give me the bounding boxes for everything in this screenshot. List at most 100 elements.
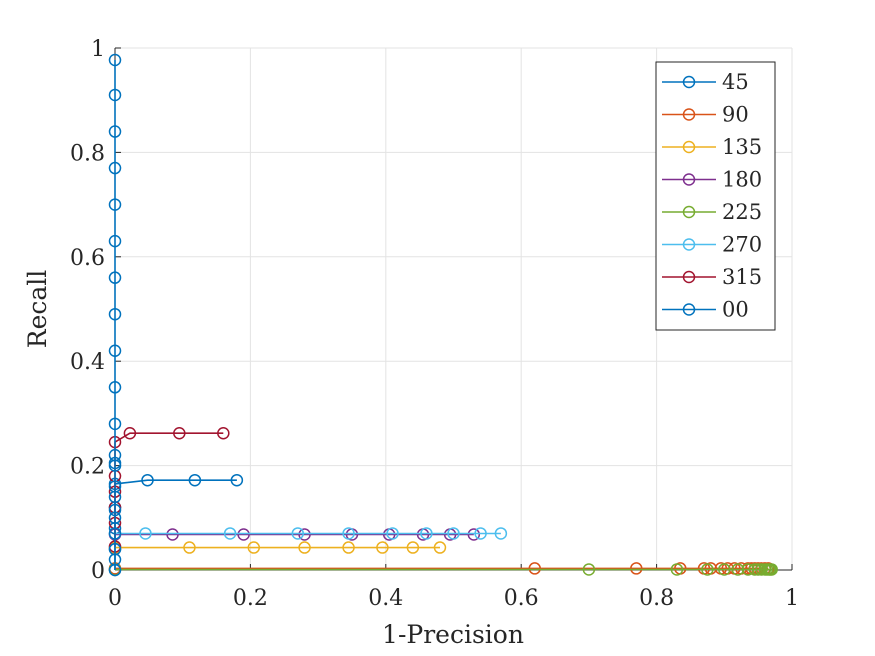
series-135-point [183,541,196,554]
series-00-point [108,527,122,540]
legend-swatch-marker [682,270,696,284]
legend-swatch-marker [682,75,696,89]
series-135-point [376,541,389,554]
y-tick-label: 0.6 [70,246,105,271]
x-tick-label: 0.4 [368,586,403,611]
series-00 [108,53,122,577]
legend-item-90: 90 [662,103,749,127]
legend-item-45: 45 [662,70,749,94]
legend-label: 00 [722,298,749,322]
series-00-point [108,456,122,470]
series-00-point [108,542,122,556]
series-00-point [108,307,122,321]
x-tick-label: 0 [108,586,122,611]
legend: 45 90 135 180 225 270 315 00 [655,61,776,331]
legend-item-135: 135 [662,135,762,159]
y-tick-label: 0.2 [70,455,105,480]
series-225-point [670,563,684,576]
series-90-point [528,562,541,575]
series-270-point [223,527,237,540]
legend-item-315: 315 [662,265,762,289]
x-tick-label: 1 [785,586,799,611]
legend-label: 135 [722,135,762,159]
x-tick-label: 0.2 [233,586,268,611]
series-45-point [141,473,154,487]
series-225 [108,563,778,576]
legend-label: 180 [722,168,762,192]
series-225-point [755,563,768,576]
series-270 [108,527,508,540]
legend-swatch-marker [682,205,696,219]
series-135-point [247,541,261,554]
series-270-point [291,527,305,540]
series-270-point [139,527,152,540]
series-315-point [173,426,186,440]
series-00-point [108,448,122,462]
series-270-point [447,527,460,540]
legend-item-225: 225 [662,200,762,224]
y-tick-label: 0.8 [70,141,105,166]
series-00-point [108,417,122,431]
series-45-point [188,473,202,487]
legend-label: 315 [722,265,762,289]
series-270-point [386,527,399,540]
series-00-point [108,344,122,358]
legend-item-270: 270 [662,233,762,257]
series-180-point [237,528,250,541]
series-00-point [108,88,122,102]
series-270-point [342,527,355,540]
series-00-point [108,234,122,248]
series-270-point [474,527,487,540]
legend-swatch-marker [682,108,696,121]
legend-item-180: 180 [662,168,762,192]
series-180-point [166,528,179,541]
legend-item-00: 00 [662,298,749,322]
series-270-point [420,527,433,540]
series-00-point [108,161,122,175]
series-225-point [718,563,731,576]
legend-swatch-marker [682,173,696,186]
series-135-point [298,541,311,554]
series-225-point [765,563,778,576]
series-135-point [433,541,447,554]
series-180-point [298,528,311,541]
series-135 [108,541,447,554]
legend-label: 45 [722,70,749,94]
series-315-point [217,426,230,440]
y-axis-title: Recall [23,270,52,349]
x-tick-label: 0.6 [504,586,539,611]
series-225-point [731,563,745,576]
series-00-point [108,381,122,394]
series-00-point [108,480,122,493]
series-225-point [748,563,762,576]
series-90-point [630,562,643,575]
series-225-point [741,563,755,576]
legend-swatch-marker [682,238,696,251]
series-00-point [108,503,122,517]
legend-label: 90 [722,103,749,127]
x-axis-title: 1-Precision [382,620,524,649]
series-270-point [494,527,508,540]
series-135-point [406,541,420,554]
x-tick-label: 0.8 [639,586,674,611]
series-45-point [230,473,244,487]
legend-swatch-marker [682,140,696,154]
series-00-point [108,53,122,67]
series-135-point [342,541,355,554]
legend-label: 225 [722,200,762,224]
series-00-point [108,125,122,138]
series-00-point [108,511,122,525]
legend-label: 270 [722,233,762,257]
y-tick-label: 0.4 [70,350,105,375]
y-tick-label: 0 [91,559,105,584]
legend-box [655,61,776,331]
series-00-point [108,271,122,284]
y-tick-label: 1 [91,37,105,62]
series-225-point [582,563,596,576]
legend-swatch-marker [682,303,696,316]
series-315-point [123,426,137,440]
series-00-point [108,198,122,211]
series-180-point [467,528,481,541]
series-225-point [701,563,714,576]
